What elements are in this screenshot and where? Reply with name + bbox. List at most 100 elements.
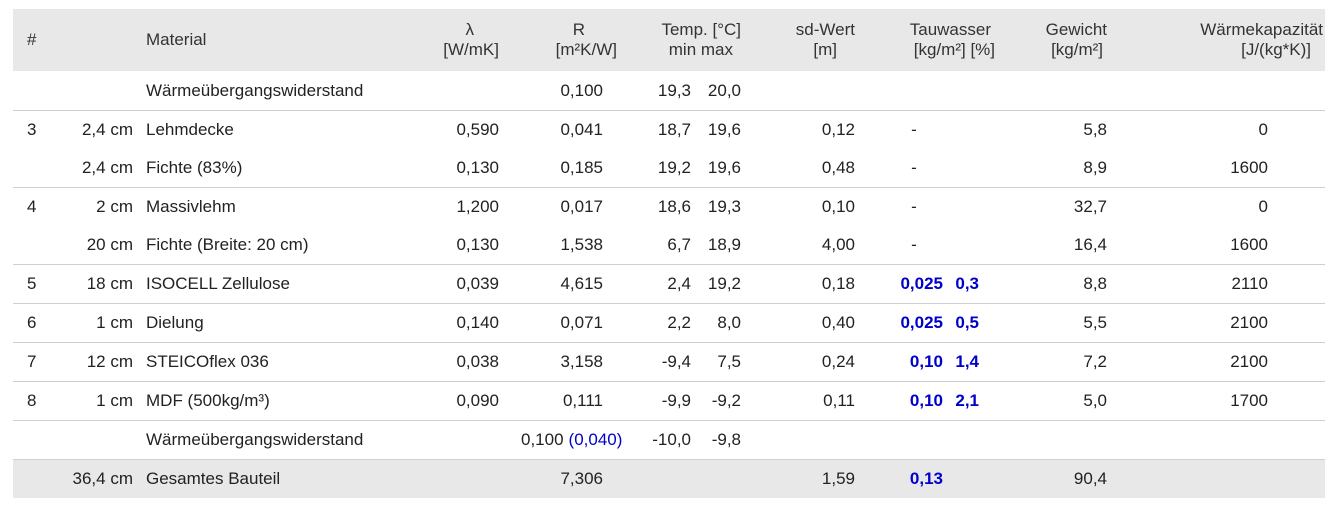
row-sd-value: 0,24	[741, 342, 857, 382]
total-thickness: 36,4 cm	[55, 459, 133, 498]
row-tauwasser-kg: -	[857, 187, 943, 226]
temp-max: 19,6	[707, 158, 741, 177]
row-r-value: 0,100 (0,040)	[499, 420, 622, 460]
row-thickness: 18 cm	[55, 264, 133, 304]
total-sd-value: 1,59	[741, 459, 857, 498]
row-tauwasser-pct	[943, 149, 995, 188]
row-heat-capacity: 1600	[1230, 235, 1269, 254]
row-temperature: 19,3 20,0	[617, 71, 741, 111]
col-header-temp: Temp. [°C] min max	[617, 9, 741, 71]
row-weight: 5,8	[995, 110, 1108, 149]
row-weight	[995, 420, 1108, 460]
row-r-value: 0,100	[499, 71, 617, 111]
temp-max: 8,0	[717, 313, 741, 332]
row-weight: 7,2	[995, 342, 1108, 382]
row-thickness: 12 cm	[55, 342, 133, 382]
temp-max: 19,3	[707, 197, 741, 216]
row-number	[13, 420, 55, 460]
row-number	[13, 226, 55, 265]
total-empty-tau-pct	[943, 459, 996, 498]
temp-max: 19,6	[707, 120, 741, 139]
row-sd-value: 0,12	[741, 110, 857, 149]
row-lambda: 0,130	[456, 235, 499, 254]
row-tauwasser-kg	[857, 71, 943, 111]
row-tauwasser-kg: 0,025	[857, 303, 943, 343]
row-r-value: 0,111	[499, 381, 617, 421]
row-r-value: 0,041	[499, 110, 617, 149]
row-weight: 8,9	[1083, 158, 1108, 177]
col-header-tauwasser: Tauwasser [kg/m²] [%]	[857, 9, 995, 71]
row-heat-capacity: 2100	[1107, 303, 1326, 343]
table-row: 5 18 cm ISOCELL Zellulose 0,039 4,615 2,4 19,2…	[13, 264, 1326, 304]
temp-label: Temp. [°C]	[661, 20, 741, 39]
r-value: 0,071	[560, 313, 603, 332]
row-number: 5	[13, 264, 55, 304]
row-tauwasser-pct: 0,3	[943, 264, 996, 304]
row-lambda: 1,200	[383, 187, 499, 226]
temp-max: 18,9	[707, 235, 741, 254]
row-temperature: 19,2 19,6	[617, 149, 741, 188]
row-r-value: 0,071	[499, 303, 617, 343]
row-temperature: -9,9 -9,2	[617, 381, 741, 421]
r-value: 0,185	[560, 158, 603, 177]
row-weight: 8,8	[995, 264, 1108, 304]
tau-unit: [kg/m²] [%]	[913, 40, 996, 59]
row-sd-value	[741, 71, 857, 111]
weight-unit: [kg/m²]	[1051, 40, 1104, 59]
row-material: Fichte (83%)	[146, 158, 243, 177]
row-number: 3	[13, 110, 55, 149]
lambda-unit: [W/mK]	[443, 40, 499, 59]
temp-min: 2,2	[667, 313, 691, 332]
table-row: 2,4 cm Fichte (83%) 0,130 0,185 19,2 19,6 0,48…	[13, 149, 1325, 188]
row-tauwasser-pct	[943, 420, 996, 460]
col-header-heat-capacity: Wärmekapazität [J/(kg*K)]	[1107, 9, 1325, 71]
row-weight: 16,4	[1073, 235, 1108, 254]
col-header-weight: Gewicht [kg/m²]	[995, 9, 1107, 71]
row-heat-capacity	[1107, 420, 1326, 460]
row-tauwasser-kg: -	[857, 110, 943, 149]
row-weight: 5,5	[995, 303, 1108, 343]
col-header-sd: sd-Wert [m]	[741, 9, 857, 71]
heat-unit: [J/(kg*K)]	[1241, 40, 1312, 59]
row-material: Massivlehm	[133, 187, 383, 226]
row-number	[13, 149, 55, 188]
total-material: Gesamtes Bauteil	[133, 459, 383, 498]
row-tauwasser-kg: -	[911, 158, 917, 177]
r-value: 0,111	[562, 391, 603, 410]
row-number: 4	[13, 187, 55, 226]
row-thickness	[55, 420, 133, 460]
row-material: Wärmeübergangswiderstand	[146, 80, 364, 100]
total-empty-number	[13, 459, 55, 498]
col-header-lambda: λ [W/mK]	[383, 9, 499, 71]
sd-unit: [m]	[813, 40, 837, 59]
row-lambda: 0,140	[383, 303, 499, 343]
r-value: 0,017	[560, 197, 603, 216]
row-temperature: -10,0 -9,8	[617, 420, 741, 460]
r-value: 0,100	[560, 80, 603, 100]
row-tauwasser-pct: 1,4	[943, 342, 996, 382]
row-number	[13, 71, 55, 111]
row-thickness: 1 cm	[55, 303, 133, 343]
tau-label: Tauwasser	[909, 20, 992, 39]
row-thickness: 20 cm	[86, 235, 133, 254]
temp-max: -9,8	[711, 430, 741, 449]
sd-label: sd-Wert	[795, 20, 855, 39]
row-r-value: 4,615	[499, 264, 617, 304]
row-lambda: 0,038	[383, 342, 499, 382]
heat-label: Wärmekapazität	[1200, 20, 1324, 39]
row-heat-capacity: 2110	[1107, 264, 1326, 304]
r-value: 0,100	[521, 430, 564, 449]
row-sd-value: 4,00	[821, 235, 855, 254]
row-temperature: -9,4 7,5	[617, 342, 741, 382]
layer-table: # Material λ [W/mK] R [m²K/W] Temp. [°C]…	[13, 9, 1326, 498]
layer-table-container: # Material λ [W/mK] R [m²K/W] Temp. [°C]…	[13, 9, 1326, 498]
row-tauwasser-kg: 0,10	[857, 342, 943, 382]
r-value: 1,538	[560, 235, 603, 254]
temp-min: 6,7	[667, 235, 691, 254]
temp-min: 2,4	[667, 274, 691, 293]
temp-max: -9,2	[711, 391, 741, 410]
row-heat-capacity: 0	[1107, 187, 1326, 226]
col-header-material: Material	[146, 30, 207, 49]
